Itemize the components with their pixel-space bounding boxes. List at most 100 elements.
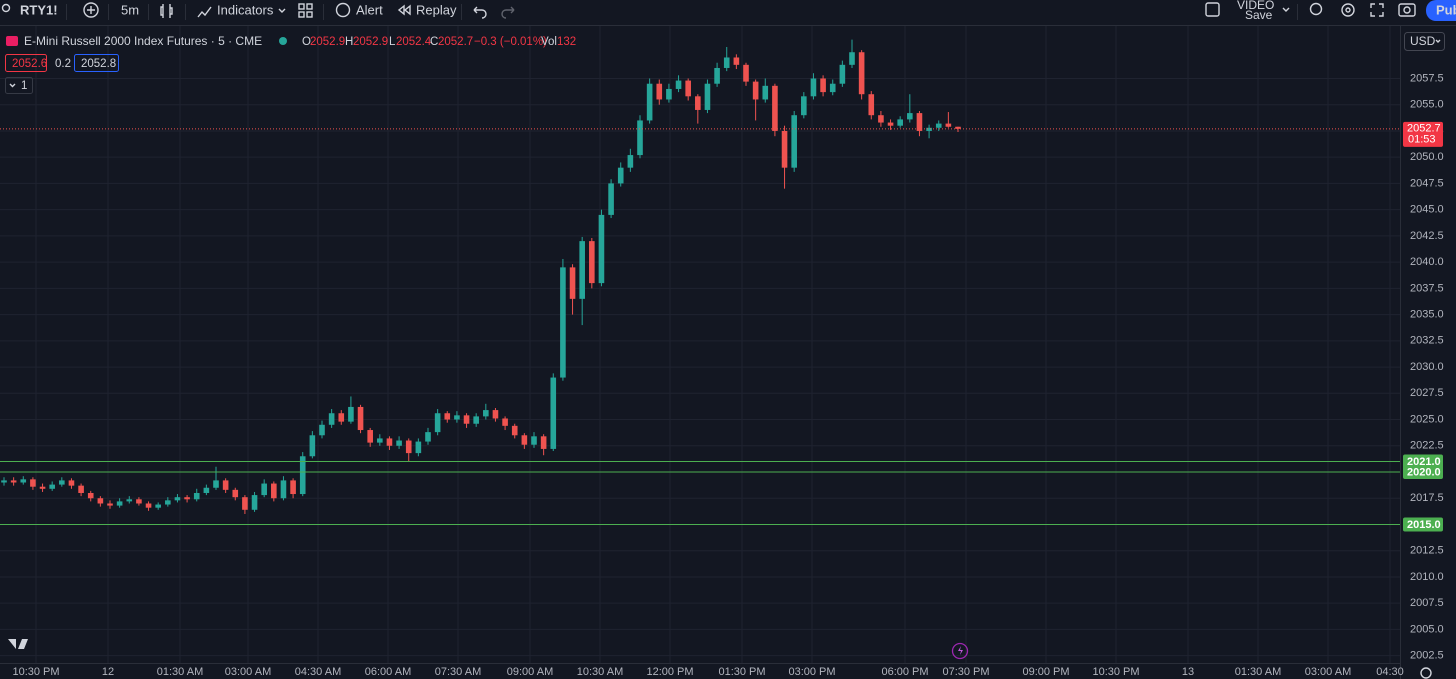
- fullscreen-icon[interactable]: [1370, 3, 1384, 17]
- horizontal-line-label: 2021.0: [1407, 456, 1441, 468]
- chevron: [1435, 39, 1441, 43]
- candle-body: [829, 83, 836, 93]
- dropdown-icon[interactable]: [1282, 7, 1290, 12]
- candle-body: [116, 501, 123, 506]
- indicator-count[interactable]: 1: [21, 80, 27, 92]
- candle-body: [203, 487, 210, 493]
- candle-body: [1, 480, 7, 483]
- currency[interactable]: USD: [1410, 34, 1436, 48]
- legend-title[interactable]: E-Mini Russell 2000 Index Futures · 5 · …: [24, 34, 262, 48]
- candle-body: [560, 267, 566, 378]
- dropdown-icon[interactable]: [278, 8, 286, 13]
- x-tick-label: 10:30 PM: [12, 666, 59, 678]
- alert-icon[interactable]: [335, 2, 351, 18]
- candle-body: [386, 438, 393, 446]
- x-tick-label: 03:00 AM: [1305, 666, 1351, 678]
- ask-box[interactable]: [74, 54, 119, 72]
- indicators-icon[interactable]: [197, 6, 212, 18]
- x-tick-label: 01:30 PM: [718, 666, 765, 678]
- legend-volume: 132: [557, 36, 576, 48]
- event-bolt: [958, 646, 963, 655]
- candle-body: [695, 96, 701, 110]
- y-tick-label: 2035.0: [1410, 308, 1444, 320]
- candle-body: [608, 183, 614, 215]
- search-icon[interactable]: [1, 3, 11, 13]
- symbol[interactable]: RTY1!: [20, 2, 58, 17]
- candle-body: [521, 435, 528, 445]
- settings-icon-center: [1345, 7, 1351, 13]
- settings-icon[interactable]: [1341, 3, 1355, 17]
- candle-body: [791, 115, 797, 168]
- layout-name[interactable]: VIDEO: [1237, 0, 1274, 12]
- x-tick-label: 12: [102, 666, 114, 678]
- candle-body: [675, 80, 682, 89]
- candle-body: [367, 430, 373, 443]
- y-tick-label: 2045.0: [1410, 204, 1444, 216]
- x-tick-label: 07:30 AM: [435, 666, 481, 678]
- market-status[interactable]: [279, 37, 287, 45]
- candle-body: [627, 155, 634, 168]
- y-tick-label: 2057.5: [1410, 72, 1444, 84]
- quick-search-icon[interactable]: [1309, 2, 1323, 16]
- axis-settings-icon[interactable]: [1420, 667, 1432, 679]
- ask-price[interactable]: 2052.8: [81, 58, 116, 70]
- chart-type-icon[interactable]: [160, 4, 173, 18]
- indicators-toggle[interactable]: [5, 77, 33, 94]
- legend-vol-label: Vol: [541, 36, 557, 48]
- candle-body: [714, 67, 720, 84]
- bid-price[interactable]: 2052.6: [12, 58, 47, 70]
- currency-box[interactable]: [1404, 32, 1445, 51]
- publish-label[interactable]: Pub: [1436, 2, 1456, 17]
- candle-body: [752, 81, 759, 100]
- bid-box[interactable]: [5, 54, 47, 72]
- candle-body: [338, 413, 345, 422]
- x-tick-label: 10:30 AM: [577, 666, 623, 678]
- candle-body: [280, 480, 287, 499]
- alert-button[interactable]: Alert: [356, 2, 383, 17]
- candle-body: [444, 413, 451, 420]
- candle-body: [540, 436, 547, 449]
- publish-button[interactable]: [1426, 0, 1456, 21]
- fullscreen-toggle[interactable]: [1205, 2, 1220, 17]
- candle-body: [434, 413, 441, 433]
- layout-icon: [306, 3, 313, 10]
- save-label[interactable]: Save: [1245, 8, 1273, 22]
- y-tick-label: 2055.0: [1410, 99, 1444, 111]
- y-tick-label: 2010.0: [1410, 571, 1444, 583]
- candle-body: [685, 80, 691, 97]
- candle-body: [723, 57, 730, 68]
- candle-body: [762, 85, 769, 100]
- candle-body: [483, 410, 489, 417]
- x-tick-label: 13: [1182, 666, 1194, 678]
- tradingview-logo[interactable]: [8, 639, 28, 649]
- candle-body: [646, 83, 653, 121]
- redo-icon[interactable]: [501, 6, 515, 19]
- layout-icon[interactable]: [298, 3, 305, 10]
- candle-body: [704, 83, 711, 110]
- candle-body: [184, 497, 190, 500]
- candle-body: [666, 88, 672, 100]
- y-tick-label: 2025.0: [1410, 413, 1444, 425]
- y-tick-label: 2027.5: [1410, 387, 1444, 399]
- candle-body: [213, 480, 219, 488]
- x-tick-label: 07:30 PM: [942, 666, 989, 678]
- replay-button[interactable]: Replay: [416, 2, 457, 17]
- replay-icon[interactable]: [397, 4, 411, 16]
- plus: [87, 6, 95, 14]
- candle-body: [463, 415, 470, 424]
- x-tick-label: 06:00 PM: [881, 666, 928, 678]
- indicators-button[interactable]: Indicators: [217, 2, 274, 17]
- horizontal-line-label: 2015.0: [1407, 519, 1441, 531]
- add-symbol-icon[interactable]: [83, 2, 99, 18]
- candle-body: [492, 410, 499, 419]
- toolbar: [0, 0, 1456, 25]
- candle-body: [107, 503, 113, 506]
- undo-icon[interactable]: [473, 6, 487, 19]
- interval[interactable]: 5m: [121, 2, 139, 17]
- candle-body: [68, 480, 75, 486]
- snapshot-icon[interactable]: [1398, 3, 1416, 17]
- event-icon[interactable]: [951, 642, 969, 660]
- candle-body: [415, 441, 422, 454]
- candle-body: [30, 479, 36, 487]
